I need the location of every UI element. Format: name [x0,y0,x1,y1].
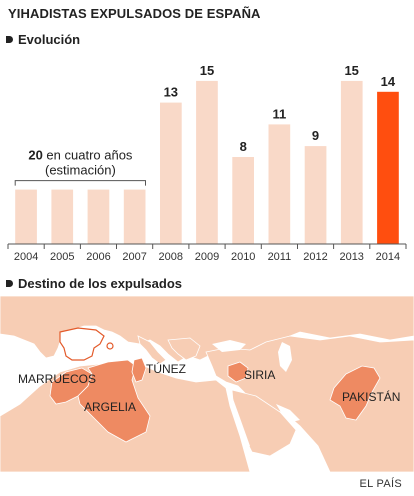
map-red-sea [226,392,250,448]
bullet-icon [6,36,13,43]
destination-map: MARRUECOS ARGELIA TÚNEZ SIRIA PAKISTÁN [0,296,414,472]
label-algeria: ARGELIA [84,400,137,414]
x-tick-label-2009: 2009 [195,251,219,263]
map-persian-gulf [276,404,300,422]
estimation-total-label: 20 en cuatro años [28,148,133,163]
section-evolution-heading: Evolución [6,32,80,47]
x-tick-label-2012: 2012 [303,251,327,263]
label-syria: SIRIA [244,368,276,382]
section-evolution-label: Evolución [18,32,81,47]
x-tick-label-2006: 2006 [86,251,110,263]
bars-layer [15,80,399,245]
map-black-sea [212,340,246,352]
x-tick-label-2004: 2004 [14,251,38,263]
label-pakistan: PAKISTÁN [342,390,401,404]
x-tick-label-2011: 2011 [268,251,292,263]
bar-2013 [340,80,363,245]
map-balearic-islands [106,342,114,350]
map-caspian-sea [278,342,292,372]
estimation-annotation: 20 en cuatro años(estimación) [14,148,146,186]
map-syria [227,361,249,383]
bar-2012 [304,146,327,244]
bar-2004 [15,189,37,244]
map-balkans [167,337,201,361]
x-tick-label-2014: 2014 [376,251,400,263]
section-destination-heading: Destino de los expulsados [6,276,182,291]
chart-title: YIHADISTAS EXPULSADOS DE ESPAÑA [8,6,261,21]
value-label-2012: 9 [312,128,319,143]
value-label-2011: 11 [273,106,287,121]
map-spain [59,327,105,361]
label-morocco: MARRUECOS [18,372,97,386]
source-credit: EL PAÍS [359,478,402,490]
label-tunisia: TÚNEZ [146,362,186,376]
estimation-bracket [14,180,146,186]
bar-2007 [123,189,146,244]
x-tick-label-2013: 2013 [339,251,363,263]
estimation-note: (estimación) [45,163,116,178]
x-axis-layer: 2004 2005 2006 2007 2008 2009 2010 2011 2012 2013… [7,243,407,263]
x-tick-label-2005: 2005 [50,251,74,263]
map-tunisia [131,357,147,383]
value-label-2010: 8 [240,139,247,154]
x-tick-label-2010: 2010 [231,251,255,263]
bar-2006 [87,189,110,244]
value-label-2008: 13 [164,85,178,100]
bar-2009 [196,80,218,245]
x-tick-label-2007: 2007 [122,251,146,263]
bar-2014 [377,91,399,245]
map-europe [0,296,414,363]
value-label-2009: 15 [200,63,214,78]
value-label-2014: 14 [381,74,396,89]
bar-2011 [268,124,291,244]
estimation-total-value: 20 [28,148,42,163]
value-labels-layer: 13 15 8 11 9 15 14 [164,63,396,154]
estimation-total-text: en cuatro años [43,148,133,163]
map-italy [137,335,167,365]
map-pakistan [329,365,381,421]
section-destination-label: Destino de los expulsados [18,276,182,291]
bar-2008 [160,102,182,244]
bar-2005 [51,189,74,244]
x-tick-label-2008: 2008 [159,251,183,263]
map-svg [0,296,414,472]
map-algeria [77,359,151,443]
value-label-2013: 15 [344,63,358,78]
bar-2010 [232,157,254,244]
bullet-icon [6,280,13,287]
